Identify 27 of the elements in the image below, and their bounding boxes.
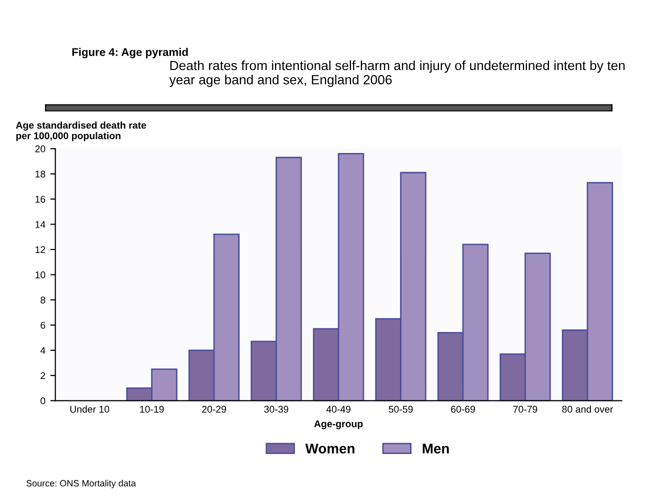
y-tick-label: 4 [40,347,46,354]
y-tick-label: 0 [40,397,46,404]
x-axis-title: Age-group [314,420,363,430]
y-axis-title: Age standardised death rate per 100,000 population [16,122,146,142]
x-tick-label: 70-79 [513,406,538,413]
y-tick-label: 20 [35,145,46,152]
y-tick-label: 2 [40,372,46,380]
x-tick-label: 10-19 [140,406,164,413]
chart-title: Figure 4: Age pyramid [72,48,188,58]
y-tick-label: 12 [36,246,46,254]
x-tick-label: 30-39 [264,406,288,413]
x-tick-label: 40-49 [326,406,350,413]
y-tick-label: 6 [40,322,46,329]
source-note: Source: ONS Mortality data [26,480,136,488]
x-tick-label: 80 and over [562,406,613,413]
y-tick-label: 14 [36,221,46,228]
chart-subtitle: Death rates from intentional self-harm and injury of undetermined intent by ten year age band and sex, England 2006 [169,60,625,87]
x-tick-label: 20-29 [202,406,226,413]
y-tick-label: 18 [36,170,46,178]
y-tick-label: 16 [36,196,46,203]
y-tick-label: 8 [40,296,46,304]
legend-label: Men [422,444,449,454]
x-tick-label: Under 10 [70,406,110,413]
y-tick-label: 10 [36,271,46,278]
x-tick-label: 60-69 [451,406,475,413]
x-tick-label: 50-59 [388,406,413,413]
legend-label: Women [305,444,354,454]
